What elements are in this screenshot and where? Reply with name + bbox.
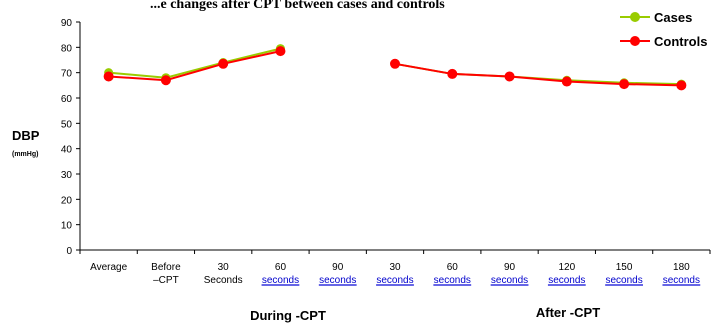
y-axis-ticks: 0 10 20 30 40 50 60 70 80 90 [61, 18, 80, 257]
y-tick-label: 70 [61, 69, 73, 80]
x-tick-label: –CPT [153, 275, 179, 286]
legend-label-controls: Controls [654, 34, 707, 49]
x-tick-label: seconds [434, 275, 471, 286]
y-tick-label: 30 [61, 170, 73, 181]
x-tick-label: seconds [663, 275, 700, 286]
x-tick-label: 180 [673, 262, 690, 273]
y-tick-label: 20 [61, 195, 73, 206]
x-tick-label: seconds [319, 275, 356, 286]
x-tick-label: Seconds [204, 275, 243, 286]
legend-label-cases: Cases [654, 10, 692, 25]
x-tick-label: Before [151, 262, 181, 273]
series-group [103, 44, 687, 91]
y-tick-label: 50 [61, 119, 73, 130]
x-tick-label: 120 [558, 262, 575, 273]
group-label-after: After -CPT [536, 305, 600, 320]
data-point-controls [275, 46, 286, 57]
y-axis-unit: (mmHg) [12, 151, 38, 158]
y-tick-label: 40 [61, 145, 73, 156]
series-line-controls [108, 50, 281, 82]
x-tick-label: seconds [548, 275, 585, 286]
series-line-cases [394, 62, 682, 86]
data-point-controls [504, 71, 515, 82]
legend-marker-cases [630, 12, 640, 22]
data-point-controls [390, 58, 400, 69]
x-tick-label: 60 [275, 262, 287, 273]
x-tick-label: 60 [447, 262, 459, 273]
legend: Cases Controls [620, 10, 707, 49]
y-axis-label: DBP [12, 128, 40, 143]
x-tick-label: Average [90, 262, 128, 273]
y-tick-label: 90 [61, 18, 73, 29]
y-tick-label: 10 [61, 221, 73, 232]
data-point-controls [447, 68, 458, 79]
x-tick-label: seconds [491, 275, 528, 286]
data-point-controls [103, 71, 114, 82]
x-tick-label: 30 [218, 262, 230, 273]
series-line-cases [108, 47, 281, 79]
series-line-controls [394, 62, 682, 87]
axes [79, 22, 710, 251]
series-controls [103, 46, 687, 91]
data-point-controls [218, 58, 229, 69]
y-tick-label: 80 [61, 43, 73, 54]
data-point-controls [676, 80, 687, 91]
data-point-controls [561, 76, 572, 87]
chart-title-fragment: ...e changes after CPT between cases and… [150, 0, 445, 12]
y-tick-label: 0 [66, 246, 72, 257]
x-tick-label: seconds [262, 275, 299, 286]
legend-marker-controls [630, 36, 640, 46]
y-tick-label: 60 [61, 94, 73, 105]
x-tick-label: 150 [616, 262, 633, 273]
x-tick-label: 30 [389, 262, 401, 273]
data-point-controls [160, 75, 171, 86]
data-point-controls [619, 79, 630, 90]
x-tick-label: 90 [332, 262, 344, 273]
x-tick-label: seconds [605, 275, 642, 286]
group-label-during: During -CPT [250, 308, 326, 323]
x-axis-ticks: Average Before –CPT 30 Seconds 60 seconds 90 sec… [79, 250, 711, 286]
x-tick-label: 90 [504, 262, 516, 273]
x-tick-label: seconds [376, 275, 413, 286]
